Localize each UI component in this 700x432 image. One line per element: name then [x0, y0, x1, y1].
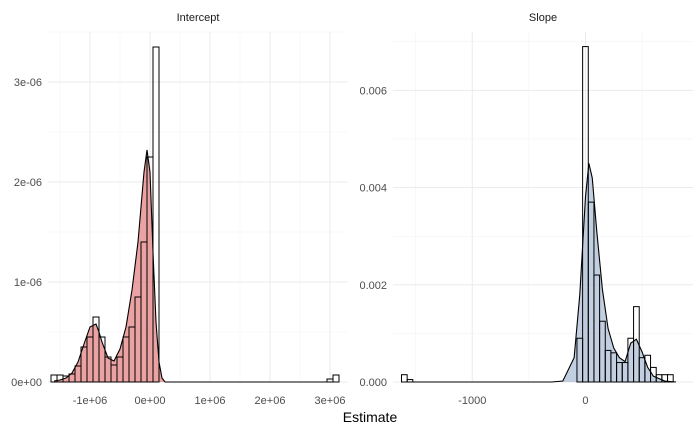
- x-tick-label: 0: [582, 395, 588, 407]
- y-tick-label: 0e+00: [11, 377, 42, 389]
- x-tick-label: -1e+06: [73, 395, 108, 407]
- x-tick-label: -1000: [458, 395, 486, 407]
- x-tick-label: 2e+06: [255, 395, 286, 407]
- density-fill: [404, 163, 677, 382]
- histogram-bar: [332, 374, 340, 383]
- panel-intercept: Intercept 0e+00 1e-06 2e-06 3e-06 -1e+06 0e+00…: [11, 12, 348, 407]
- y-tick-label: 1e-06: [14, 277, 42, 289]
- x-tick-label: 1e+06: [195, 395, 226, 407]
- density-curve: [53, 149, 330, 383]
- panel-slope: Slope 0.000 0.002 0.004 0.006 -1000 0: [359, 12, 693, 407]
- histogram-bar: [152, 46, 160, 383]
- histogram-bar: [400, 374, 408, 383]
- y-tick-label: 0.006: [359, 85, 387, 97]
- x-axis-title: Estimate: [343, 409, 398, 425]
- histogram-bar: [633, 306, 640, 383]
- panel-title: Slope: [529, 12, 557, 24]
- y-tick-label: 2e-06: [14, 177, 42, 189]
- panel-title: Intercept: [177, 12, 220, 24]
- x-tick-label: 0e+00: [135, 395, 166, 407]
- y-tick-label: 0.002: [359, 280, 387, 292]
- x-tick-label: 3e+06: [315, 395, 346, 407]
- density-fill: [54, 150, 330, 382]
- histogram-bar: [667, 374, 674, 383]
- histogram-bar: [406, 379, 414, 383]
- y-tick-label: 0.004: [359, 183, 387, 195]
- y-tick-label: 0.000: [359, 377, 387, 389]
- y-tick-label: 3e-06: [14, 77, 42, 89]
